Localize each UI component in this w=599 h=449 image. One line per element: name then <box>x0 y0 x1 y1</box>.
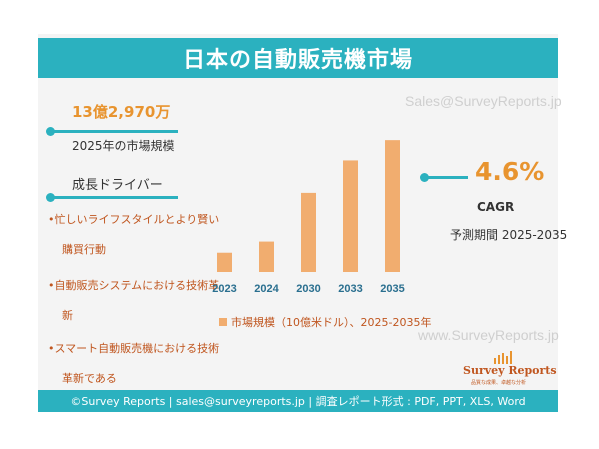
logo-name: Survey Reports <box>463 364 557 377</box>
cagr-label: CAGR <box>477 200 515 214</box>
market-size-value: 13億2,970万 <box>72 103 171 121</box>
bar-2033 <box>343 160 358 272</box>
driver-item-3-line2: 革新である <box>62 372 117 385</box>
driver-item-1-line2: 購買行動 <box>62 243 106 256</box>
driver-item-2-line1: •自動販売システムにおける技術革 <box>48 279 220 292</box>
bar-2024 <box>259 241 274 272</box>
x-tick-label-2023: 2023 <box>212 283 236 295</box>
x-tick-label-2035: 2035 <box>380 283 404 295</box>
bar-2023 <box>217 252 232 272</box>
logo-bars-icon <box>494 351 512 364</box>
x-tick-label-2033: 2033 <box>338 283 362 295</box>
bar-2035 <box>385 140 400 272</box>
legend-label: 市場規模（10億米ドル）、2025-2035年 <box>231 316 432 329</box>
infographic-card <box>38 34 558 412</box>
market-size-label: 2025年の市場規模 <box>72 139 175 153</box>
market-rule <box>50 130 178 133</box>
footer-bar: ©Survey Reports | sales@surveyreports.jp… <box>38 390 558 412</box>
x-tick-label-2030: 2030 <box>296 283 320 295</box>
cagr-value: 4.6% <box>475 157 545 186</box>
growth-drivers-heading: 成長ドライバー <box>72 178 163 193</box>
driver-item-2-line2: 新 <box>62 309 73 322</box>
watermark-email: Sales@SurveyReports.jp <box>405 93 562 109</box>
logo-tagline: 品質な成果、卓越な分析 <box>471 380 527 386</box>
market-bar-chart: 2023 2024 2030 2033 2035 <box>212 140 405 295</box>
driver-item-3-line1: •スマート自動販売機における技術 <box>48 342 220 355</box>
bar-2030 <box>301 192 316 272</box>
drivers-rule <box>50 196 178 199</box>
cagr-rule <box>428 176 468 179</box>
watermark-url: www.SurveyReports.jp <box>418 327 559 343</box>
legend-swatch <box>219 318 227 326</box>
x-tick-label-2024: 2024 <box>254 283 279 295</box>
chart-legend: 市場規模（10億米ドル）、2025-2035年 <box>219 314 431 330</box>
driver-item-1-line1: •忙しいライフスタイルとより賢い <box>48 213 220 226</box>
page-title: 日本の自動販売機市場 <box>38 38 558 78</box>
cagr-rule-dot <box>420 173 429 182</box>
forecast-period: 予測期間 2025-2035 <box>450 228 568 242</box>
